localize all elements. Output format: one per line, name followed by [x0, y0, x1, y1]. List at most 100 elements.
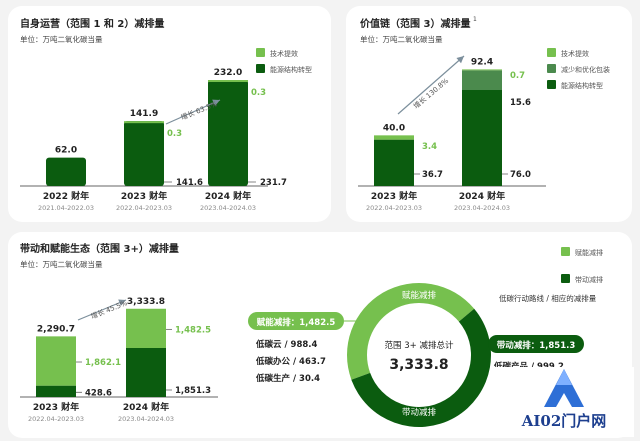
panel1-bar-top-2: [208, 80, 248, 82]
drive-item-0: 低碳产品 / 999.2: [493, 361, 564, 372]
panel3-title: 带动和赋能生态（范围 3+）减排量: [20, 242, 179, 255]
panel2-bar-1-s2: [462, 90, 502, 186]
panel1-period-2: 2023.04-2024.03: [200, 204, 256, 212]
panel2-bar-0-s2: [374, 139, 414, 186]
panel2-s2-label-1: 76.0: [510, 170, 531, 180]
panel3-legend-note: 低碳行动路线 / 相应的减排量: [499, 293, 597, 303]
panel2-period-1: 2023.04-2024.03: [454, 204, 510, 212]
chart-scope3plus: 带动和赋能生态（范围 3+）减排量单位：万吨二氧化碳当量赋能减排带动减排低碳行动…: [20, 242, 603, 427]
panel1-bar-0: [46, 157, 86, 186]
enable-pill-bg: [248, 312, 344, 330]
panel1-period-0: 2021.04-2022.03: [38, 204, 94, 212]
panel1-growth-arrow: [165, 99, 221, 125]
panel3-total-0: 2,290.7: [37, 324, 75, 334]
donut-hole: [368, 304, 470, 406]
panel2-s0-label-0: 3.4: [422, 142, 437, 152]
chart-scope3: 价值链（范围 3）减排量 1 单位：万吨二氧化碳当量技术提效减少和优化包装能源结构转…: [358, 16, 610, 212]
panel3-s1-label-1: 1,851.3: [175, 386, 211, 396]
panel1-total-1: 141.9: [130, 109, 158, 119]
panel2-growth-label: 增长 130.8%: [412, 76, 451, 111]
watermark-text: AI02门户网: [521, 412, 607, 430]
panel2-s2-label-0: 36.7: [422, 170, 443, 180]
panel2-legend-1-label: 减少和优化包装: [561, 65, 610, 74]
panel3-s0-label-0: 1,862.1: [85, 358, 121, 368]
panel3-cat-0: 2023 财年: [33, 401, 79, 413]
panel3-s1-label-0: 428.6: [85, 388, 112, 398]
panel1-legend-1-swatch: [256, 64, 265, 73]
panel3-growth-arrow: [77, 299, 127, 321]
panel1-bar-2: [208, 80, 248, 186]
panel3-bar-1-drive: [126, 347, 166, 397]
panel-scope12: 自身运营（范围 1 和 2）减排量 单位：万吨二氧化碳当量技术提效能源结构转型 62…: [8, 6, 331, 222]
panel-scope3: 价值链（范围 3）减排量 1 单位：万吨二氧化碳当量技术提效减少和优化包装 能源结构转…: [346, 6, 632, 222]
panel2-bar-0-s0: [374, 135, 414, 140]
panel3-period-1: 2023.04-2024.03: [118, 415, 174, 423]
panel1-total-0: 62.0: [55, 146, 77, 156]
drive-pill-bg: [488, 335, 584, 353]
panel2-title-superscript: 1: [473, 16, 477, 23]
panel2-s1-label-1: 15.6: [510, 98, 531, 108]
panel2-period-0: 2022.04-2023.03: [366, 204, 422, 212]
panel2-legend-2-label: 能源结构转型: [561, 81, 603, 90]
panel3-legend-0-swatch: [561, 247, 570, 256]
panel3-bar-0-enable: [36, 336, 76, 386]
enable-item-1: 低碳办公 / 463.7: [255, 356, 326, 367]
panel3-growth-label: 增长 45.5%: [89, 298, 128, 321]
panel2-s0-label-1: 0.7: [510, 71, 525, 81]
panel3-s0-label-1: 1,482.5: [175, 325, 211, 335]
enable-pill-text: 赋能减排：1,482.5: [257, 317, 336, 328]
panel2-legend-2-swatch: [547, 80, 556, 89]
watermark-logo-icon: [544, 369, 584, 407]
donut-center-value: 3,333.8: [389, 357, 448, 373]
drive-pill-text: 带动减排：1,851.3: [497, 340, 576, 351]
panel2-growth-arrow-head: [456, 56, 464, 64]
panel1-s1-label-2: 231.7: [260, 178, 287, 188]
panel2-legend-0-label: 技术提效: [561, 49, 589, 58]
panel1-total-2: 232.0: [214, 68, 242, 78]
donut-slice-enable: [347, 283, 475, 380]
panel1-cat-2: 2024 财年: [205, 190, 251, 202]
panel1-bar-1: [124, 121, 164, 186]
panel3-bar-0-drive: [36, 385, 76, 397]
panel1-legend-0-label: 技术提效: [270, 49, 298, 58]
panel1-growth-arrow-head: [212, 99, 220, 107]
panel3-period-0: 2022.04-2023.03: [28, 415, 84, 423]
panel2-title: 价值链（范围 3）减排量: [360, 17, 470, 30]
panel3-unit: 单位：万吨二氧化碳当量: [20, 259, 103, 269]
panel1-legend-1-label: 能源结构转型: [270, 65, 312, 74]
panel1-cat-1: 2023 财年: [121, 190, 167, 202]
panel1-legend-0-swatch: [256, 48, 265, 57]
watermark: AI02门户网: [494, 367, 634, 437]
panel2-total-1: 92.4: [471, 57, 493, 67]
panel3-legend-1-swatch: [561, 274, 570, 283]
donut-label-drive: 带动减排: [402, 407, 437, 418]
panel3-cat-1: 2024 财年: [123, 401, 169, 413]
panel2-growth-arrow: [397, 55, 465, 115]
panel1-title: 自身运营（范围 1 和 2）减排量: [20, 17, 164, 30]
panel3-total-1: 3,333.8: [127, 297, 165, 307]
donut-label-enable: 赋能减排: [402, 290, 437, 301]
panel1-s0-label-1: 0.3: [167, 129, 182, 139]
panel3-legend-0-label: 赋能减排: [575, 248, 603, 257]
panel2-bar-1-s1: [462, 70, 502, 90]
enable-item-0: 低碳云 / 988.4: [255, 339, 317, 350]
panel1-bar-top-1: [124, 121, 164, 124]
panel1-period-1: 2022.04-2023.03: [116, 204, 172, 212]
panel2-unit: 单位：万吨二氧化碳当量: [360, 34, 443, 44]
panel1-cat-0: 2022 财年: [43, 190, 89, 202]
enable-item-2: 低碳生产 / 30.4: [255, 373, 320, 384]
panel2-bar-1-s0: [462, 69, 502, 71]
panel3-legend-1-label: 带动减排: [575, 275, 603, 284]
panel3-growth-arrow-head: [118, 299, 126, 306]
panel3-bar-1-enable: [126, 308, 166, 348]
panel2-cat-1: 2024 财年: [459, 190, 505, 202]
donut-slice-drive: [351, 308, 492, 427]
panel2-legend-0-swatch: [547, 48, 556, 57]
panel2-total-0: 40.0: [383, 123, 405, 133]
panel2-cat-0: 2023 财年: [371, 190, 417, 202]
panel2-legend-1-swatch: [547, 64, 556, 73]
panel1-unit: 单位：万吨二氧化碳当量: [20, 34, 103, 44]
panel1-s0-label-2: 0.3: [251, 88, 266, 98]
panel1-s1-label-1: 141.6: [176, 178, 203, 188]
